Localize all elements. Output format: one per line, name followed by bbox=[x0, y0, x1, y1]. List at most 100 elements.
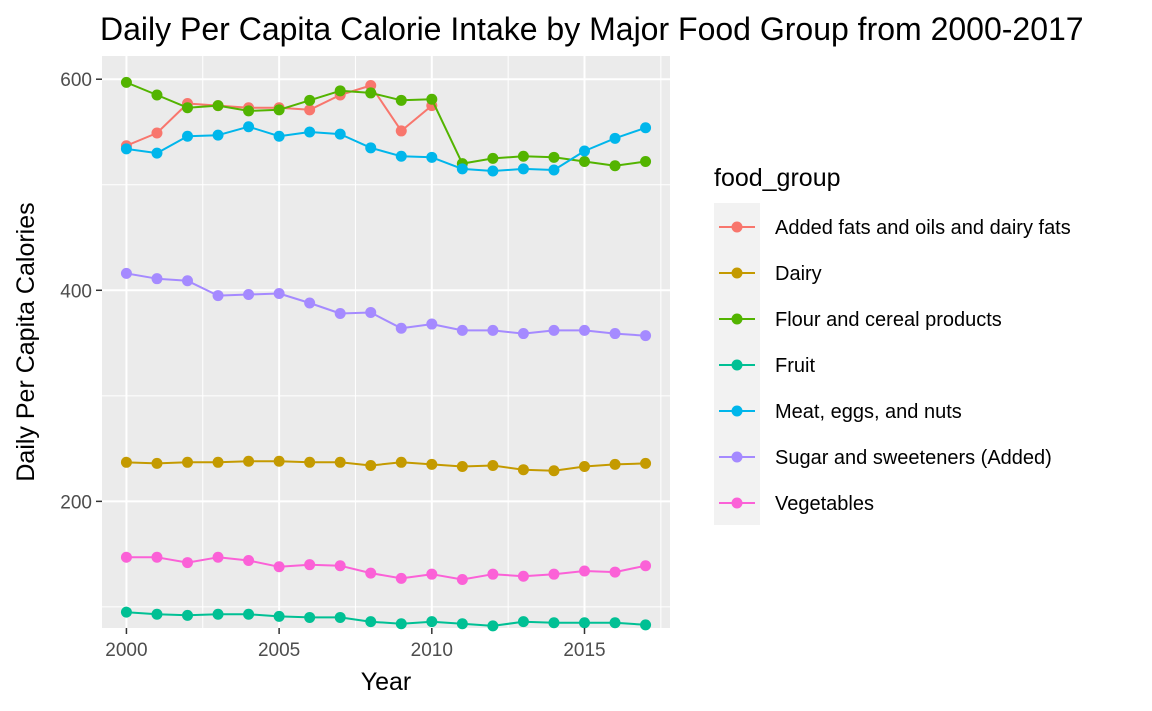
data-point bbox=[365, 459, 377, 471]
data-point bbox=[182, 456, 194, 468]
legend: food_group Added fats and oils and dairy… bbox=[714, 164, 1071, 525]
data-point bbox=[640, 619, 652, 631]
legend-key-point bbox=[731, 497, 743, 509]
series bbox=[120, 455, 652, 477]
legend-key-point bbox=[731, 267, 743, 279]
series-layer bbox=[120, 76, 652, 632]
data-point bbox=[182, 275, 194, 287]
data-point bbox=[212, 608, 224, 620]
data-point bbox=[609, 328, 621, 340]
data-point bbox=[243, 121, 255, 133]
data-point bbox=[273, 610, 285, 622]
data-point bbox=[212, 100, 224, 112]
data-point bbox=[578, 461, 590, 473]
data-point bbox=[151, 273, 163, 285]
data-point bbox=[365, 306, 377, 318]
legend-key-point bbox=[731, 221, 743, 233]
data-point bbox=[578, 145, 590, 157]
data-point bbox=[548, 465, 560, 477]
data-point bbox=[212, 456, 224, 468]
data-point bbox=[120, 76, 132, 88]
data-point bbox=[151, 457, 163, 469]
data-point bbox=[456, 324, 468, 336]
legend-item: Dairy bbox=[719, 263, 822, 285]
data-point bbox=[273, 104, 285, 116]
data-point bbox=[548, 568, 560, 580]
legend-item: Added fats and oils and dairy fats bbox=[719, 217, 1071, 239]
data-point bbox=[365, 616, 377, 628]
data-point bbox=[243, 455, 255, 467]
data-point bbox=[395, 94, 407, 106]
data-point bbox=[304, 104, 316, 116]
data-point bbox=[212, 551, 224, 563]
x-tick-label: 2015 bbox=[563, 640, 605, 661]
data-point bbox=[609, 160, 621, 172]
legend-label: Added fats and oils and dairy fats bbox=[775, 217, 1071, 239]
series bbox=[120, 267, 652, 342]
data-point bbox=[334, 308, 346, 320]
legend-label: Flour and cereal products bbox=[775, 309, 1002, 331]
data-point bbox=[640, 156, 652, 168]
x-tick-label: 2010 bbox=[411, 640, 453, 661]
data-point bbox=[151, 608, 163, 620]
legend-label: Fruit bbox=[775, 355, 815, 377]
legend-label: Meat, eggs, and nuts bbox=[775, 401, 962, 423]
data-point bbox=[487, 324, 499, 336]
data-point bbox=[395, 125, 407, 137]
legend-key-point bbox=[731, 359, 743, 371]
data-point bbox=[456, 163, 468, 175]
data-point bbox=[304, 126, 316, 138]
data-point bbox=[365, 87, 377, 99]
data-point bbox=[273, 130, 285, 142]
data-point bbox=[120, 606, 132, 618]
data-point bbox=[640, 457, 652, 469]
data-point bbox=[243, 289, 255, 301]
data-point bbox=[304, 611, 316, 623]
data-point bbox=[182, 102, 194, 114]
data-point bbox=[426, 458, 438, 470]
data-point bbox=[182, 557, 194, 569]
data-point bbox=[395, 572, 407, 584]
data-point bbox=[304, 94, 316, 106]
data-point bbox=[517, 150, 529, 162]
series bbox=[120, 551, 652, 585]
data-point bbox=[334, 560, 346, 572]
data-point bbox=[120, 267, 132, 279]
data-point bbox=[517, 163, 529, 175]
data-point bbox=[304, 456, 316, 468]
legend-label: Sugar and sweeteners (Added) bbox=[775, 447, 1052, 469]
legend-title: food_group bbox=[714, 164, 841, 192]
data-point bbox=[365, 142, 377, 154]
data-point bbox=[517, 616, 529, 628]
data-point bbox=[243, 608, 255, 620]
data-point bbox=[426, 151, 438, 163]
y-tick-label: 400 bbox=[60, 281, 92, 302]
data-point bbox=[578, 156, 590, 168]
series bbox=[120, 606, 652, 632]
data-point bbox=[395, 618, 407, 630]
data-point bbox=[395, 456, 407, 468]
data-point bbox=[151, 89, 163, 101]
data-point bbox=[487, 620, 499, 632]
data-point bbox=[609, 566, 621, 578]
data-point bbox=[243, 105, 255, 117]
chart-title: Daily Per Capita Calorie Intake by Major… bbox=[100, 11, 1084, 47]
data-point bbox=[578, 324, 590, 336]
data-point bbox=[548, 617, 560, 629]
data-point bbox=[120, 456, 132, 468]
legend-label: Vegetables bbox=[775, 493, 874, 515]
data-point bbox=[456, 461, 468, 473]
data-point bbox=[426, 568, 438, 580]
data-point bbox=[304, 297, 316, 309]
data-point bbox=[426, 318, 438, 330]
data-point bbox=[212, 290, 224, 302]
legend-item: Flour and cereal products bbox=[719, 309, 1002, 331]
data-point bbox=[365, 567, 377, 579]
x-tick-label: 2005 bbox=[258, 640, 300, 661]
data-point bbox=[334, 128, 346, 140]
data-point bbox=[334, 85, 346, 97]
data-point bbox=[548, 151, 560, 163]
data-point bbox=[456, 618, 468, 630]
data-point bbox=[578, 617, 590, 629]
data-point bbox=[334, 611, 346, 623]
